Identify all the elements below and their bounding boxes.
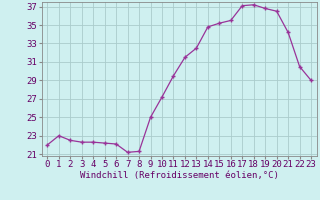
X-axis label: Windchill (Refroidissement éolien,°C): Windchill (Refroidissement éolien,°C) bbox=[80, 171, 279, 180]
